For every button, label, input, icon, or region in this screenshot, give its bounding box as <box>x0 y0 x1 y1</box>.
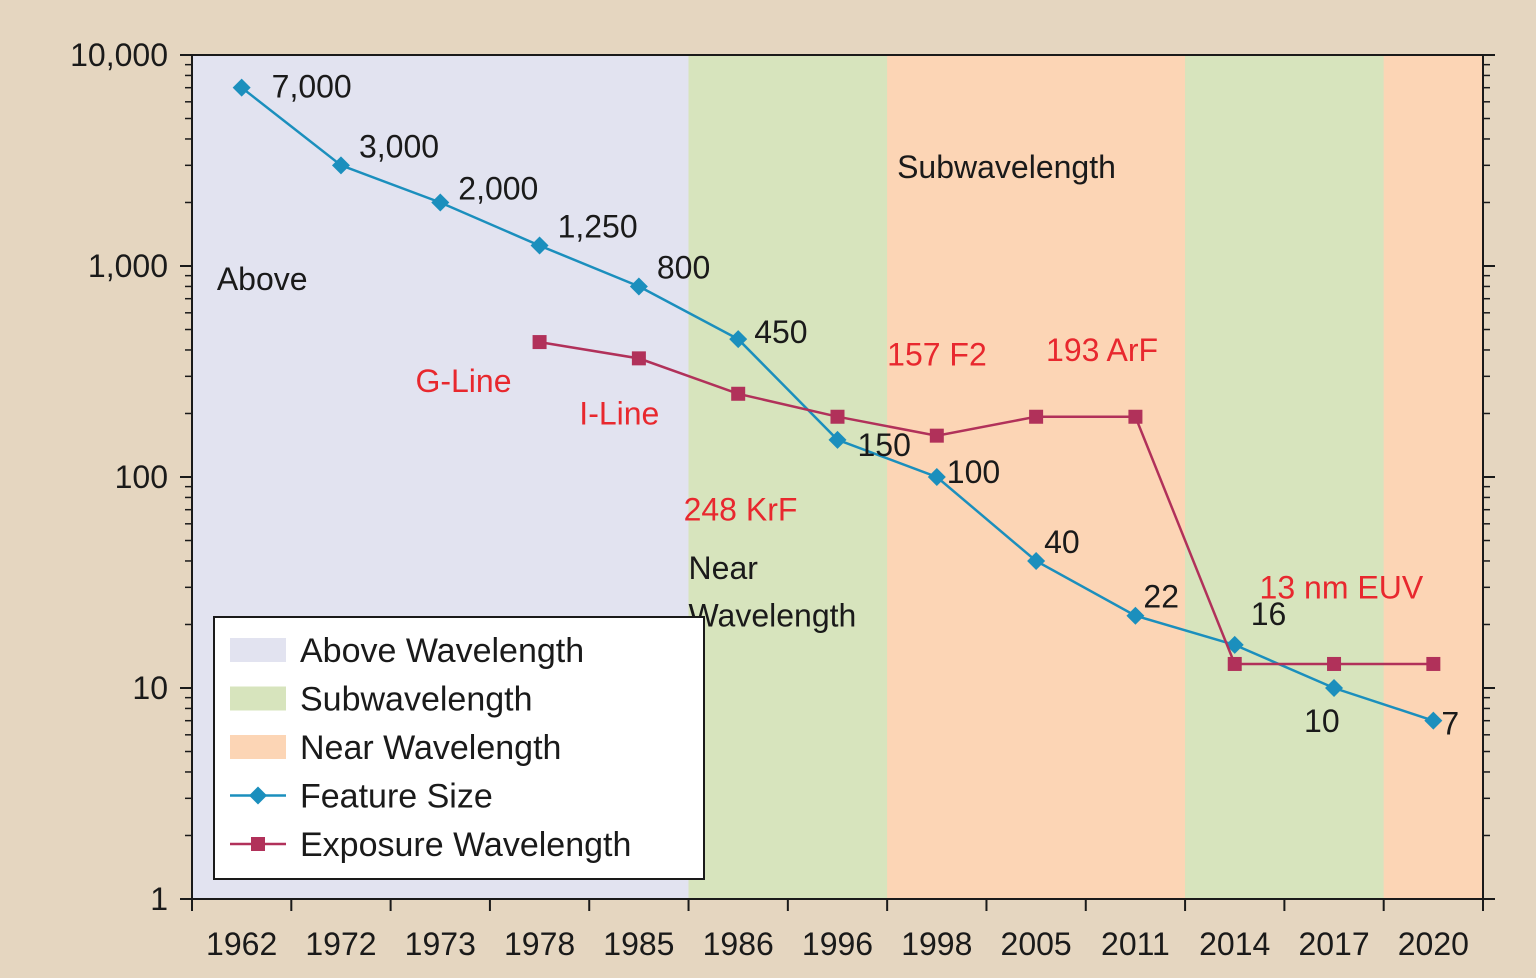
exposure-wavelength-point-0 <box>532 335 547 350</box>
x-tick-label-1962: 1962 <box>206 926 277 962</box>
feature-size-label-100: 100 <box>947 454 1000 490</box>
region-label-near-2: Near <box>689 550 759 586</box>
exposure-wavelength-line <box>539 340 1434 666</box>
annotation-i-line: I-Line <box>579 395 659 431</box>
exposure-wavelength-point-1 <box>631 351 646 366</box>
exposure-wavelength-point-5 <box>1029 409 1044 424</box>
feature-size-label-10: 10 <box>1304 703 1340 739</box>
region-band-subwavelength-1 <box>688 55 888 899</box>
x-tick-label-1973: 1973 <box>405 926 476 962</box>
feature-size-point-2 <box>431 193 450 212</box>
annotation-157-f2: 157 F2 <box>887 337 987 373</box>
exposure-wavelength-point-2 <box>731 386 746 401</box>
feature-size-point-1 <box>331 156 350 175</box>
feature-size-label-1-250: 1,250 <box>558 209 638 245</box>
legend-marker-feature-size-3 <box>249 786 267 805</box>
x-tick-label-1986: 1986 <box>703 926 774 962</box>
legend-label-near-wavelength-2: Near Wavelength <box>300 729 561 767</box>
legend-label-exposure-wavelength-4: Exposure Wavelength <box>300 826 631 864</box>
y-tick-label-1: 1 <box>150 881 168 917</box>
feature-size-point-8 <box>1027 551 1046 570</box>
series-exposure-wavelength <box>532 335 1441 671</box>
feature-size-point-11 <box>1325 679 1344 697</box>
feature-size-point-5 <box>729 330 748 349</box>
x-tick-label-2017: 2017 <box>1298 926 1369 962</box>
series-feature-size <box>232 78 1443 730</box>
y-tick-label-10-000: 10,000 <box>70 37 168 73</box>
x-tick-label-1996: 1996 <box>802 926 873 962</box>
x-tick-label-2014: 2014 <box>1199 926 1270 962</box>
region-band-subwavelength-3 <box>1185 55 1384 899</box>
feature-size-label-22: 22 <box>1143 579 1179 615</box>
feature-size-label-40: 40 <box>1044 524 1080 560</box>
feature-size-point-3 <box>530 236 549 255</box>
legend-swatch-subwavelength-1 <box>230 686 286 711</box>
x-tick-label-1985: 1985 <box>603 926 674 962</box>
feature-size-label-7: 7 <box>1441 706 1459 742</box>
feature-size-label-800: 800 <box>657 249 710 285</box>
legend-label-above-wavelength-0: Above Wavelength <box>300 632 584 670</box>
legend-box <box>213 616 705 880</box>
feature-size-label-450: 450 <box>754 314 807 350</box>
feature-size-point-9 <box>1126 606 1145 625</box>
legend-marker-exposure-wavelength-4 <box>251 837 265 851</box>
exposure-wavelength-point-6 <box>1128 409 1143 424</box>
feature-size-label-150: 150 <box>858 427 911 463</box>
legend-label-feature-size-3: Feature Size <box>300 778 493 816</box>
y-tick-label-1-000: 1,000 <box>88 248 168 284</box>
annotation-248-krf: 248 KrF <box>684 492 798 528</box>
region-band-near-wavelength-4 <box>1383 55 1483 899</box>
y-tick-label-10: 10 <box>132 670 168 706</box>
feature-size-point-6 <box>828 430 847 449</box>
feature-size-point-0 <box>232 78 251 97</box>
region-labels: Above Subwavelength Near Wavelength <box>217 149 1116 634</box>
feature-size-label-7-000: 7,000 <box>272 69 352 105</box>
annotation-13-nm-euv: 13 nm EUV <box>1260 569 1424 605</box>
x-tick-label-1972: 1972 <box>305 926 376 962</box>
feature-size-point-4 <box>629 277 648 296</box>
region-label-subwavelength-1: Subwavelength <box>897 149 1116 185</box>
feature-size-point-10 <box>1225 635 1244 654</box>
exposure-wavelength-point-4 <box>929 428 944 443</box>
x-tick-label-2005: 2005 <box>1001 926 1072 962</box>
feature-size-point-7 <box>927 468 946 486</box>
x-tick-label-2011: 2011 <box>1101 926 1170 962</box>
x-tick-label-1998: 1998 <box>901 926 972 962</box>
legend-swatch-near-wavelength-2 <box>230 735 286 759</box>
exposure-wavelength-point-3 <box>830 409 845 424</box>
exposure-wavelength-point-7 <box>1227 656 1242 671</box>
x-axis: 1962 1972 1973 1978 1985 1986 1996 1998 2005 2011… <box>191 899 1484 962</box>
feature-size-point-12 <box>1424 711 1443 730</box>
legend-label-subwavelength-1: Subwavelength <box>300 681 533 719</box>
region-label-above-0: Above <box>217 261 308 297</box>
x-tick-label-1978: 1978 <box>504 926 575 962</box>
exposure-wavelength-point-8 <box>1327 656 1342 671</box>
feature-size-label-3-000: 3,000 <box>359 128 439 164</box>
x-tick-label-2020: 2020 <box>1398 926 1469 962</box>
y-tick-label-100: 100 <box>115 459 168 495</box>
feature-size-label-2-000: 2,000 <box>458 170 538 206</box>
exposure-wavelength-point-9 <box>1426 656 1441 671</box>
wavelength-annotations: G-Line I-Line 248 KrF 157 F2 193 ArF 13 nm EU… <box>415 332 1423 605</box>
y-axis: 1 10 100 1,000 10,000 <box>70 37 1495 917</box>
annotation-g-line: G-Line <box>415 363 511 399</box>
annotation-193-arf: 193 ArF <box>1046 332 1158 368</box>
feature-size-label-16: 16 <box>1251 596 1287 632</box>
region-label-wavelength-3: Wavelength <box>689 598 857 634</box>
legend-swatch-above-wavelength-0 <box>230 638 286 662</box>
legend: Above Wavelength Subwavelength Near Wavele… <box>213 616 705 880</box>
